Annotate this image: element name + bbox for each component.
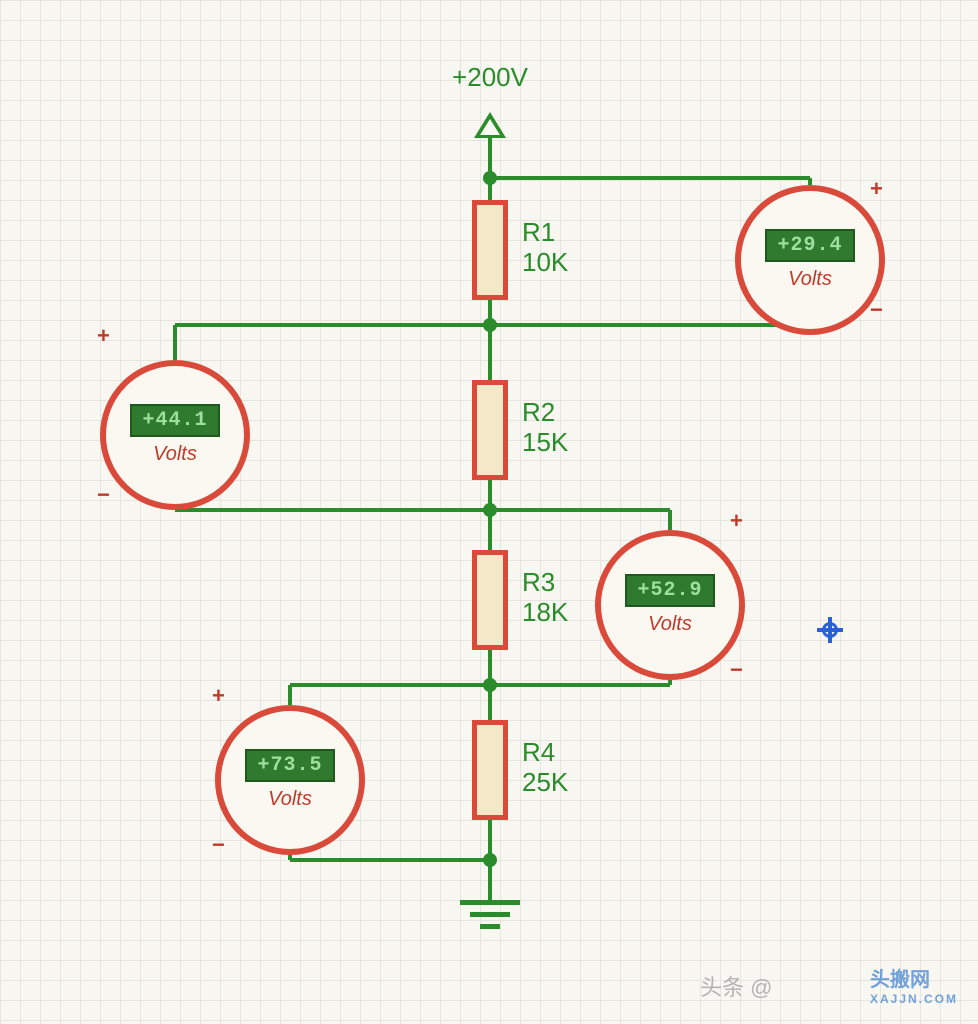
wire [668,510,672,530]
voltmeter-reading: +44.1 [130,404,219,437]
resistor-r4 [472,720,508,820]
polarity-plus-icon: + [870,176,883,202]
ground-icon [480,924,500,929]
resistor-label-r4: R425K [522,738,568,798]
resistor-label-r1: R110K [522,218,568,278]
ground-icon [470,912,510,917]
resistor-r2 [472,380,508,480]
polarity-minus-icon: − [212,832,225,858]
voltmeter-unit: Volts [153,443,197,466]
resistor-r3 [472,550,508,650]
wire [288,685,292,705]
wire [490,176,810,180]
voltmeter-unit: Volts [268,788,312,811]
wire [808,178,812,185]
voltmeter-unit: Volts [788,268,832,291]
voltmeter-2: +44.1 Volts [100,360,250,510]
wire [488,325,492,380]
voltmeter-3: +52.9 Volts [595,530,745,680]
voltmeter-reading: +29.4 [765,229,854,262]
resistor-label-r3: R318K [522,568,568,628]
polarity-minus-icon: − [97,482,110,508]
wire [490,508,670,512]
polarity-plus-icon: + [730,508,743,534]
wire [173,325,177,360]
voltmeter-4: +73.5 Volts [215,705,365,855]
polarity-minus-icon: − [730,657,743,683]
wire [290,683,490,687]
wire [175,508,490,512]
crosshair-cursor-icon [817,617,843,643]
resistor-label-r2: R215K [522,398,568,458]
wire [490,323,810,327]
supply-voltage-label: +200V [452,62,528,93]
voltmeter-1: +29.4 Volts [735,185,885,335]
watermark-text: 头条 @ [700,970,772,1002]
wire [290,858,490,862]
polarity-plus-icon: + [212,683,225,709]
voltmeter-unit: Volts [648,613,692,636]
polarity-plus-icon: + [97,323,110,349]
voltmeter-reading: +52.9 [625,574,714,607]
polarity-minus-icon: − [870,297,883,323]
voltmeter-reading: +73.5 [245,749,334,782]
wire [490,683,670,687]
resistor-r1 [472,200,508,300]
ground-icon [460,900,520,905]
wire [175,323,490,327]
site-logo: 头搬网XAJJN.COM [870,963,958,1006]
supply-arrow-icon [474,112,506,138]
